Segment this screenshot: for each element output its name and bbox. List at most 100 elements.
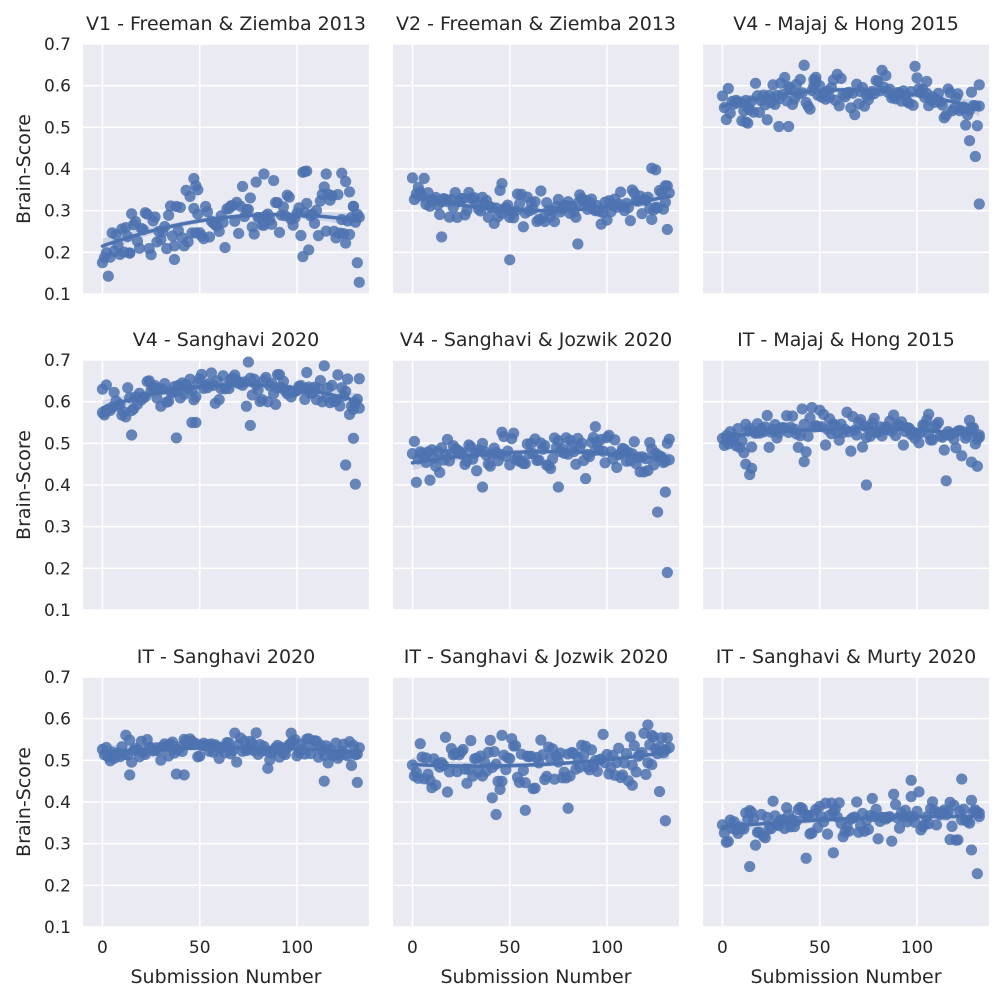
y-axis-label: Brain-Score: [13, 430, 35, 540]
data-point: [244, 192, 256, 204]
data-point: [921, 75, 933, 88]
data-point: [343, 186, 356, 198]
data-point: [626, 779, 638, 791]
data-point: [742, 117, 754, 129]
x-tick-label: 50: [809, 938, 831, 958]
data-point: [341, 373, 354, 385]
panel-title: V1 - Freeman & Ziemba 2013: [86, 13, 366, 35]
data-point: [965, 86, 978, 98]
data-point: [277, 201, 289, 213]
data-point: [651, 506, 664, 518]
data-point: [886, 835, 898, 847]
data-point: [759, 832, 771, 844]
data-point: [646, 213, 658, 226]
trend-line: [100, 383, 362, 410]
data-point: [340, 175, 352, 188]
data-point: [663, 433, 675, 445]
data-point: [310, 204, 323, 216]
data-point: [880, 69, 892, 82]
data-point: [913, 437, 925, 449]
data-point: [932, 416, 945, 428]
panel-5: V4 - Sanghavi & Jozwik 2020: [393, 329, 679, 611]
data-point: [870, 803, 882, 815]
panel-6: IT - Majaj & Hong 2015: [703, 329, 989, 611]
data-point: [496, 775, 508, 787]
data-point: [122, 382, 134, 394]
data-point: [301, 165, 313, 177]
data-point: [242, 203, 254, 216]
data-point: [544, 462, 557, 475]
data-point: [203, 231, 216, 243]
data-point: [744, 860, 756, 873]
data-point: [351, 776, 363, 789]
trend-line: [410, 750, 672, 768]
x-tick-label: 100: [591, 938, 623, 958]
data-point: [950, 442, 962, 454]
data-point: [624, 215, 636, 227]
x-axis-label: Submission Number: [750, 966, 941, 988]
data-point: [126, 429, 138, 441]
data-point: [168, 240, 181, 252]
data-point: [724, 107, 736, 119]
data-point: [907, 99, 919, 111]
data-point: [659, 196, 671, 208]
data-point: [340, 385, 352, 397]
data-point: [971, 460, 983, 472]
data-point: [661, 566, 673, 579]
data-point: [318, 775, 330, 787]
data-point: [124, 769, 136, 781]
x-tick-label: 100: [901, 938, 933, 958]
data-point: [763, 441, 775, 453]
data-point: [890, 798, 902, 811]
x-axis-label: Submission Number: [440, 966, 631, 988]
data-point: [613, 742, 625, 754]
y-tick-label: 0.3: [44, 518, 71, 538]
data-point: [833, 797, 845, 809]
data-point: [508, 427, 520, 439]
y-tick-label: 0.3: [44, 835, 71, 855]
data-point: [749, 77, 762, 89]
panel-title: IT - Sanghavi & Murty 2020: [716, 646, 976, 668]
data-point: [124, 247, 136, 259]
data-point: [439, 731, 452, 743]
y-axis-label: Brain-Score: [13, 747, 35, 857]
data-point: [738, 447, 750, 459]
data-point: [201, 206, 214, 218]
data-point: [100, 379, 112, 391]
data-point: [946, 820, 958, 833]
data-point: [488, 745, 500, 758]
data-point: [562, 802, 574, 814]
data-point: [268, 174, 280, 187]
data-point: [630, 766, 642, 778]
data-point: [611, 461, 623, 474]
data-point: [753, 106, 766, 119]
data-point: [911, 72, 923, 84]
data-point: [736, 435, 748, 447]
panel-title: V4 - Majaj & Hong 2015: [733, 13, 959, 35]
data-point: [722, 82, 734, 95]
data-point: [410, 476, 422, 488]
data-point: [648, 459, 660, 471]
data-point: [810, 71, 822, 83]
data-point: [973, 79, 985, 91]
data-point: [336, 167, 348, 179]
data-point: [182, 236, 194, 248]
y-tick-label: 0.4: [44, 160, 71, 180]
data-point: [866, 792, 878, 805]
data-point: [872, 833, 884, 845]
data-point: [262, 762, 274, 774]
data-point: [283, 191, 295, 203]
data-point: [408, 435, 421, 448]
data-point: [862, 823, 874, 835]
data-point: [661, 223, 673, 236]
data-point: [353, 402, 365, 414]
data-point: [800, 446, 812, 458]
data-point: [320, 168, 332, 180]
data-point: [353, 276, 365, 288]
data-point: [266, 218, 278, 230]
data-point: [798, 456, 810, 468]
data-point: [233, 227, 245, 240]
data-point: [905, 774, 917, 786]
data-point: [911, 805, 923, 817]
data-point: [796, 403, 808, 415]
